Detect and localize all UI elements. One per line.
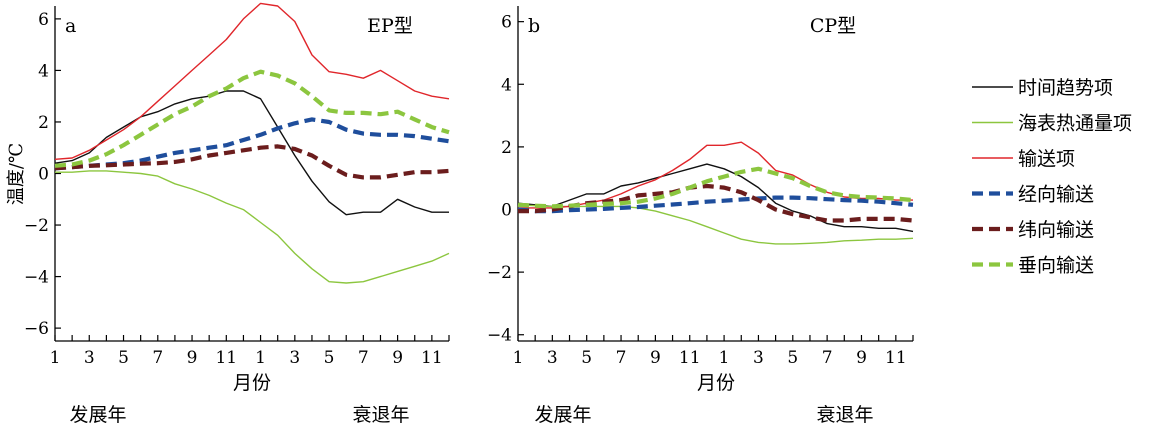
x-tick-label: 1	[255, 348, 266, 368]
y-tick-label: 0	[38, 165, 49, 185]
series-line-0	[517, 163, 914, 233]
y-axis-label: 温度/℃	[6, 143, 27, 205]
series-line-3	[54, 117, 450, 171]
y-tick-label: 6	[501, 13, 512, 33]
y-tick-label: 4	[501, 75, 512, 95]
y-tick-label: 2	[501, 138, 512, 158]
y-tick-label: −2	[24, 216, 49, 236]
x-tick-label: 5	[324, 348, 335, 368]
panel-letter: b	[528, 15, 540, 37]
x-tick-label: 9	[392, 348, 403, 368]
y-tick-label: 6	[38, 10, 49, 30]
x-axis-label-a: 月份	[233, 372, 271, 394]
y-tick-label: −2	[487, 263, 512, 283]
panel-letter: a	[65, 15, 76, 37]
x-tick-label: 7	[822, 348, 833, 368]
x-tick-label: 11	[421, 348, 443, 368]
x-tick-label: 9	[856, 348, 867, 368]
series-line-0	[54, 90, 449, 216]
x-tick-label: 11	[679, 348, 701, 368]
series-line-5	[54, 69, 450, 168]
y-tick-label: 0	[501, 201, 512, 221]
legend-label-1: 海表热通量项	[1018, 113, 1132, 135]
y-tick-label: −4	[487, 326, 512, 346]
x-tick-label: 3	[289, 348, 300, 368]
year-label-start-b: 发展年	[534, 404, 591, 426]
panel-title: EP型	[367, 15, 413, 37]
year-label-end-b: 衰退年	[816, 404, 873, 426]
x-tick-label: 9	[650, 348, 661, 368]
x-tick-label: 3	[547, 348, 558, 368]
series-line-3	[517, 195, 914, 214]
x-tick-label: 3	[753, 348, 764, 368]
legend-label-4: 纬向输送	[1018, 219, 1094, 241]
series-line-1	[55, 170, 450, 284]
series-line-1	[517, 204, 914, 245]
x-tick-label: 5	[118, 348, 129, 368]
y-tick-label: −4	[24, 268, 49, 288]
x-tick-label: 1	[513, 348, 524, 368]
x-tick-label: 5	[787, 348, 798, 368]
legend-label-0: 时间趋势项	[1018, 77, 1113, 99]
series-line-2	[518, 141, 913, 209]
year-label-end-a: 衰退年	[352, 404, 409, 426]
x-tick-label: 1	[50, 348, 61, 368]
panel-title: CP型	[810, 15, 856, 37]
legend-label-2: 输送项	[1018, 148, 1075, 170]
year-label-start-a: 发展年	[69, 404, 126, 426]
x-tick-label: 9	[187, 348, 198, 368]
x-tick-label: 11	[215, 348, 237, 368]
x-tick-label: 7	[152, 348, 163, 368]
x-tick-label: 11	[885, 348, 907, 368]
legend-label-5: 垂向输送	[1018, 255, 1094, 277]
y-tick-label: 4	[38, 61, 49, 81]
y-tick-label: 2	[38, 113, 49, 133]
x-tick-label: 7	[616, 348, 627, 368]
x-tick-label: 7	[358, 348, 369, 368]
y-tick-label: −6	[24, 319, 49, 339]
x-tick-label: 5	[581, 348, 592, 368]
x-axis-label-b: 月份	[697, 372, 735, 394]
x-tick-label: 3	[84, 348, 95, 368]
x-tick-label: 1	[719, 348, 730, 368]
series-line-2	[54, 2, 450, 160]
legend-label-3: 经向输送	[1018, 184, 1094, 206]
